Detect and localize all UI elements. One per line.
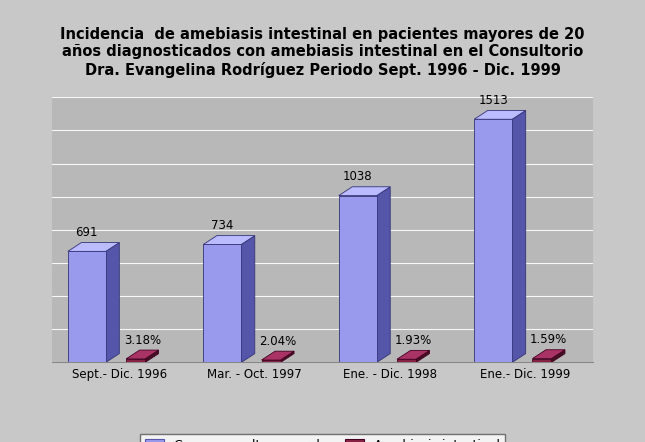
- Polygon shape: [474, 110, 526, 119]
- Polygon shape: [126, 350, 159, 359]
- Text: Incidencia  de amebiasis intestinal en pacientes mayores de 20
años diagnosticad: Incidencia de amebiasis intestinal en pa…: [60, 27, 585, 77]
- Legend: Casos consulta general, Amebiasis intestinal: Casos consulta general, Amebiasis intest…: [141, 434, 504, 442]
- Text: 1038: 1038: [343, 170, 373, 183]
- Polygon shape: [397, 359, 416, 362]
- Polygon shape: [68, 243, 119, 251]
- Polygon shape: [203, 244, 241, 362]
- Text: 1513: 1513: [479, 94, 508, 107]
- Text: 734: 734: [211, 219, 233, 232]
- Text: 3.18%: 3.18%: [124, 334, 161, 347]
- Polygon shape: [377, 187, 390, 362]
- Polygon shape: [262, 360, 281, 362]
- Polygon shape: [339, 187, 390, 196]
- Polygon shape: [474, 119, 512, 362]
- Polygon shape: [241, 236, 255, 362]
- Text: 1.93%: 1.93%: [395, 334, 432, 347]
- Polygon shape: [262, 351, 294, 360]
- Polygon shape: [145, 350, 159, 362]
- Polygon shape: [203, 236, 255, 244]
- Text: 2.04%: 2.04%: [259, 335, 297, 348]
- Polygon shape: [532, 350, 565, 358]
- Text: 1.59%: 1.59%: [530, 333, 568, 346]
- Polygon shape: [126, 359, 145, 362]
- Polygon shape: [551, 350, 565, 362]
- Polygon shape: [68, 251, 106, 362]
- Polygon shape: [416, 351, 430, 362]
- Polygon shape: [397, 351, 430, 359]
- Polygon shape: [106, 243, 119, 362]
- Polygon shape: [339, 196, 377, 362]
- Polygon shape: [512, 110, 526, 362]
- Text: 691: 691: [75, 226, 98, 239]
- Polygon shape: [532, 358, 551, 362]
- Polygon shape: [281, 351, 294, 362]
